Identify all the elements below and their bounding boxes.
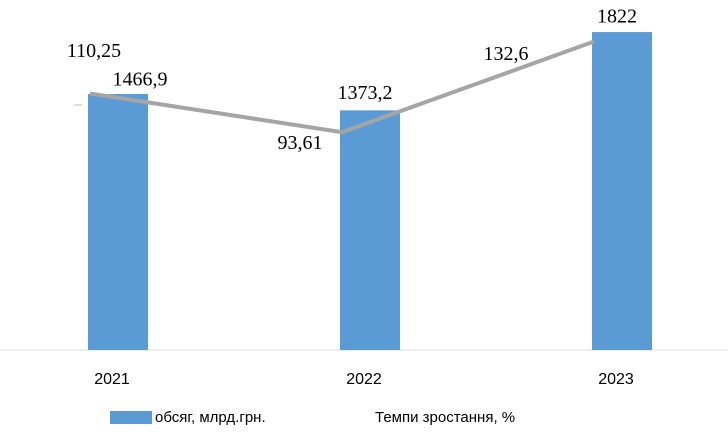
data-label: 1466,9: [113, 69, 168, 91]
legend-label: обсяг, млрд.грн.: [155, 409, 266, 426]
bar: [340, 110, 400, 350]
data-label: 110,25: [67, 40, 121, 62]
legend-swatch: [110, 411, 152, 424]
data-label: 1373,2: [338, 82, 393, 104]
legend-label: Темпи зростання, %: [375, 409, 515, 426]
bar: [88, 94, 148, 351]
data-label: 132,6: [484, 43, 529, 65]
data-label: 1822: [597, 6, 637, 28]
x-tick-label: 2022: [346, 371, 382, 388]
bar: [592, 32, 652, 350]
data-label: 93,61: [278, 132, 323, 154]
x-tick-label: 2021: [94, 371, 130, 388]
x-tick-label: 2023: [598, 371, 634, 388]
line: [89, 39, 595, 135]
